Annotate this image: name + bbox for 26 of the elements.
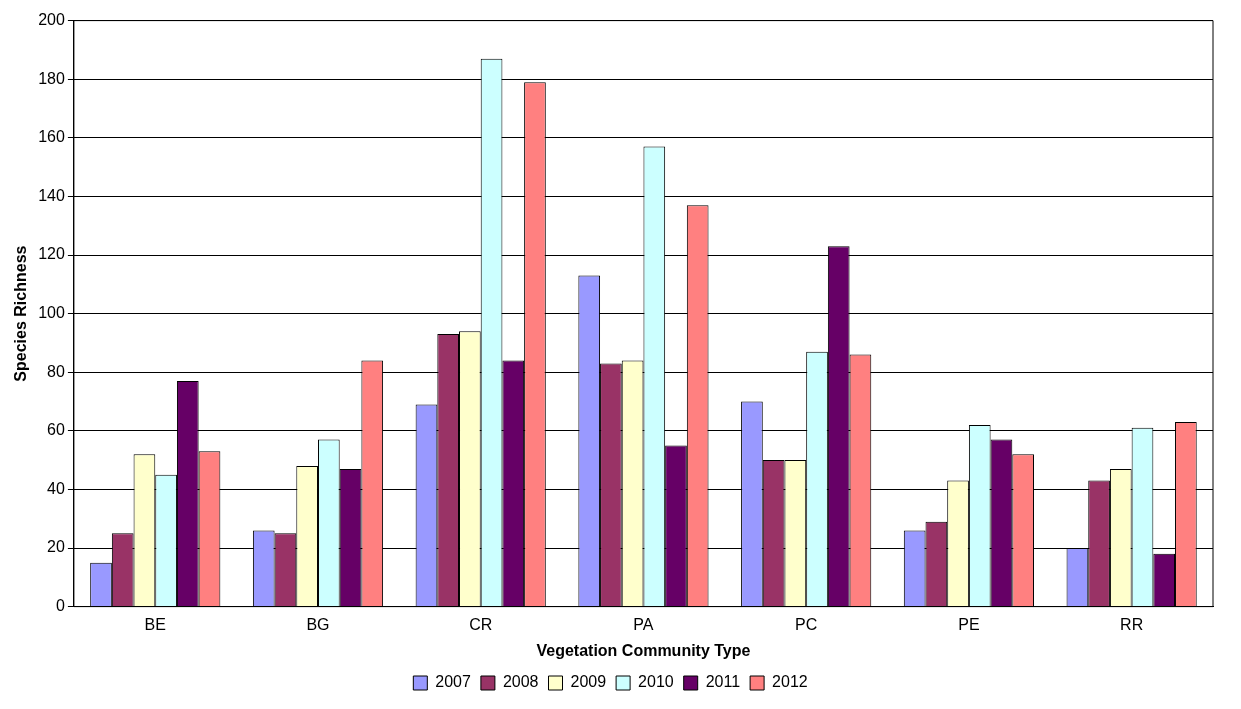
legend-label: 2008	[502, 673, 539, 691]
y-tick-label: 140	[38, 186, 65, 204]
legend-label: 2012	[772, 673, 808, 691]
y-tick-label: 120	[38, 245, 65, 263]
legend-label: 2010	[638, 673, 674, 691]
y-tick-label: 200	[38, 11, 65, 29]
y-tick-label: 0	[55, 597, 65, 615]
x-tick-label: PE	[958, 615, 980, 633]
y-tick-label: 100	[38, 304, 65, 322]
y-axis-title: Species Richness	[12, 245, 30, 382]
x-tick-label: BG	[306, 615, 330, 633]
y-tick-label: 40	[47, 479, 65, 497]
y-tick-label: 80	[47, 362, 65, 380]
x-tick-label: BE	[144, 615, 166, 633]
x-axis-title: Vegetation Community Type	[536, 641, 751, 659]
x-tick-label: CR	[469, 615, 493, 633]
x-tick-label: PC	[795, 615, 818, 633]
x-tick-label: PA	[633, 615, 654, 633]
y-tick-label: 20	[47, 538, 65, 556]
legend-label: 2011	[705, 673, 741, 691]
y-tick-label: 180	[38, 69, 65, 87]
legend-label: 2009	[570, 673, 607, 691]
legend-label: 2007	[435, 673, 472, 691]
y-tick-label: 160	[38, 128, 65, 146]
y-tick-label: 60	[47, 421, 65, 439]
x-tick-label: RR	[1120, 615, 1144, 633]
